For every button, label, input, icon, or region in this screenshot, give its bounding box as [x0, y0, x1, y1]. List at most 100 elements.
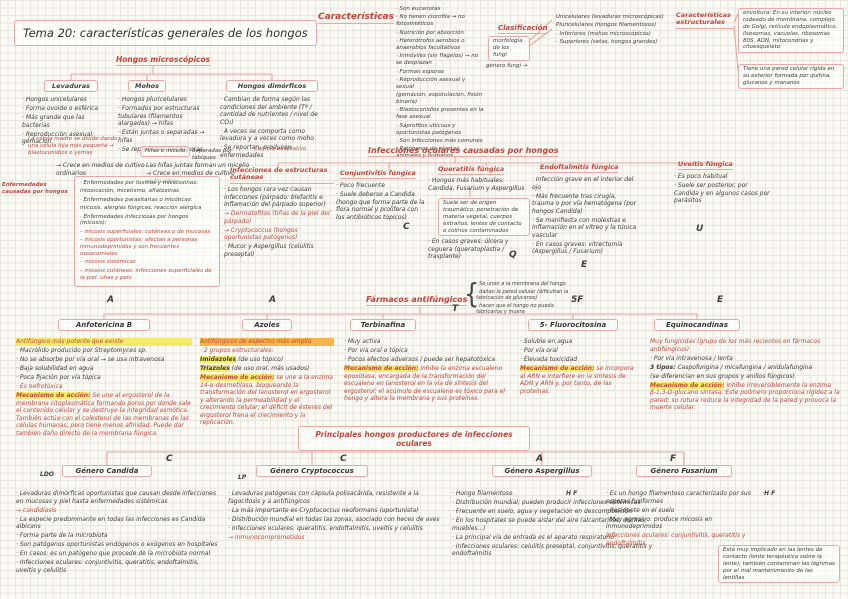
aspergillus-list: · Hongo filamentoso · Distribución mundia…: [452, 490, 664, 559]
infecciones-cutaneas-heading: Infecciones de estructuras cutáneas: [230, 166, 334, 184]
productores-heading-box: Principales hongos productores de infecc…: [298, 426, 530, 451]
clasificacion-heading: Clasificación: [498, 24, 548, 34]
caracteristicas-list: · Son eucariotas · No tienen clorofila → …: [396, 6, 484, 162]
note-line: · Se unen a la membrana del hongo: [476, 281, 566, 287]
hifas-note: Separadas por tabiques: [192, 148, 232, 161]
fusarium-tag: H F: [764, 490, 776, 497]
note-line: · Poca fijación por vía tópica: [16, 374, 101, 381]
fluorocitosina-list: · Soluble en agua · Por vía oral · Elevada…: [520, 338, 640, 397]
note-line: · Superiores (setas, hongos grandes): [556, 39, 658, 46]
caracteristicas-heading: Características: [318, 12, 394, 24]
note-line: – micosis cutáneas: infecciones superfic…: [80, 267, 212, 281]
estructurales-envoltura-box: envoltura: En su interior: núcleo rodead…: [738, 8, 844, 54]
note-line: · Los hongos rara vez causan infecciones…: [224, 186, 326, 208]
note-line: · Formados por estructuras tubulares (fi…: [118, 105, 200, 127]
note-line: · Más grande que las bacterias: [22, 114, 85, 129]
farmacos-note-list: · Se unen a la membrana del hongo · dañan…: [476, 281, 572, 317]
note-line: · Cambian de forma según las condiciones…: [220, 96, 318, 126]
genus-fusarium-node: Género Fusarium: [636, 465, 732, 477]
note-line: · Por vía oral: [520, 347, 558, 354]
note-line: · Están juntas o separadas → hifas: [118, 129, 205, 144]
cryptococcus-tag: LP: [238, 474, 247, 481]
note-line: Muy fungicidas (grupo de los más recient…: [650, 338, 821, 353]
note-line: · Es un hongo filamentoso caracterizado …: [606, 490, 751, 505]
note-line: · Poco frecuente: [336, 182, 385, 189]
note-line: · Es nefrotóxica: [16, 383, 63, 390]
aspergillus-tag: H F: [566, 490, 578, 497]
mnemonic-letter-equinocandinas: E: [717, 295, 724, 305]
note-line: · Forman esporas: [396, 68, 444, 75]
note-lead: Mecanismo de acción:: [200, 374, 275, 381]
mnemonic-letter-uveitis: U: [696, 224, 704, 234]
note-line: → Cryptococcus (hongos oportunistas pató…: [224, 226, 298, 242]
note-line: Unicelulares (levaduras microscópicas): [556, 14, 664, 20]
uveitis-list: · Es poco habitual · Suele ser posterior,…: [674, 173, 774, 206]
note-line: · Inmóviles (sin flagelos) → no se despl…: [396, 53, 479, 67]
note-line: → candidiasis: [16, 506, 57, 514]
page-title: Tema 20: características generales de lo…: [14, 20, 317, 46]
note-line: → Dermatofitos (tiñas de la piel del pár…: [224, 210, 330, 225]
clasificacion-list: Unicelulares (levaduras microscópicas) Pl…: [556, 14, 674, 48]
note-lead: Mecanismo de acción:: [520, 365, 595, 372]
candida-list: · Levaduras dimórficas oportunistas que …: [16, 490, 218, 576]
note-lead: Triazoles: [200, 365, 230, 372]
note-line: · La más importante es Cryptococcus neof…: [228, 506, 419, 514]
note-line: · Blastoconidios presentes en la fase as…: [396, 107, 484, 121]
endoftalmitis-list: · Infección grave en el interior del ojo…: [532, 176, 640, 257]
mnemonic-letter-cryptococcus: C: [340, 454, 347, 464]
note-line: micosis, alergias fúngicas, reacción alé…: [80, 205, 202, 212]
note-line: → Inmunocomprometidos: [228, 533, 305, 541]
note-line: · Enfermedades parasitarias o micóticas:: [80, 196, 193, 203]
mnemonic-letter-queratitis: Q: [509, 250, 517, 260]
note-line: · Mucor y Aspergillus (celulitis presept…: [224, 243, 314, 258]
note-line: · Levaduras patógenas con cápsula polisa…: [228, 490, 419, 505]
note-line: · Forma parte de la microbiota: [16, 532, 108, 539]
queratitis-last-line: · En casos graves: úlcera y ceguera (que…: [428, 238, 509, 260]
note-line: · Infección grave en el interior del ojo: [532, 176, 634, 191]
dimorficos-list: · Cambian de forma según las condiciones…: [220, 96, 332, 161]
fusarium-note-box: Está muy implicado en las lentes de cont…: [718, 545, 840, 584]
note-line: · Soluble en agua: [520, 338, 573, 345]
mnemonic-letter-terbinafina: T: [452, 304, 459, 314]
note-line: · No tienen clorofila → no fotosintético…: [396, 14, 465, 28]
azoles-list: Antifúngicos de espectro más amplio · 2 g…: [200, 338, 334, 428]
note-line: · Se reportan: producen enfermedades: [220, 144, 292, 159]
note-line: (gemación, esporulación, fisión binaria): [396, 92, 483, 105]
note-line: · Residente en el suelo: [606, 506, 675, 514]
levaduras-node: Levaduras: [44, 80, 98, 92]
note-line: · Son patógenos oportunistas endógenos o…: [16, 541, 218, 548]
levaduras-crece-line: → Crece en medios de cultivo ordinarios: [56, 162, 145, 177]
drug-azoles-node: Azoles: [242, 319, 292, 331]
genus-aspergillus-node: Género Aspergillus: [492, 465, 592, 477]
note-lead: 3 tipos:: [650, 363, 676, 371]
note-line: · Baja solubilidad en agua: [16, 365, 94, 372]
note-lead: Mecanismo de acción:: [344, 365, 419, 372]
note-line: · Muy agresivo: produce micosis en inmun…: [606, 515, 713, 531]
enfermedades-box: · Enfermedades por toxinas y micotoxinas…: [74, 176, 220, 287]
note-line: Mecanismo de acción: Se une al ergostero…: [16, 392, 191, 437]
note-line: · Distribución mundial en todas las zona…: [228, 515, 440, 523]
note-line: · A veces se comporta como levadura y a …: [220, 127, 314, 143]
note-line: · En los hospitales se puede aislar del …: [452, 517, 647, 532]
note-line: Antifúngicos de espectro más amplio: [200, 338, 334, 346]
drug-equinocandinas-node: Equinocandinas: [654, 319, 740, 331]
estructurales-heading: Características estructurales: [676, 11, 734, 29]
mnemonic-letter-fluorocitosina: 5F: [571, 295, 584, 305]
note-lead: Mecanismo de acción:: [650, 381, 725, 389]
cryptococcus-list: · Levaduras patógenas con cápsula polisa…: [228, 490, 440, 543]
clasificacion-arrow-label: género fungi →: [486, 63, 528, 69]
note-line: · Hongos unicelulares: [22, 96, 87, 103]
note-line: 3 tipos: Caspofungina / micafungina / an…: [650, 363, 813, 371]
note-line: · Por vía intravenosa / lenta: [650, 354, 733, 362]
note-line: · Más frecuente tras cirugía, trauma o p…: [532, 192, 637, 215]
note-line: Pluricelulares (hongos filamentosos): [556, 22, 657, 29]
note-line: · Inferiores (mohos microscópicos): [556, 30, 651, 37]
enfermedades-side-label: Enfermedades causadas por hongos: [2, 182, 68, 195]
note-line: · Distribución mundial; pueden producir …: [452, 499, 641, 506]
note-line: · Pocos efectos adversos / puede ser hep…: [344, 356, 496, 363]
mnemonic-letter-conjuntivitis: C: [403, 222, 410, 232]
note-line: · Muy activa: [344, 338, 381, 345]
terbinafina-list: · Muy activa · Por vía oral o tópica · Poc…: [344, 338, 508, 404]
note-line: · Frecuente en suelo, agua y vegetación …: [452, 508, 633, 515]
dimorficos-node: Hongos dimórficos: [226, 80, 318, 92]
